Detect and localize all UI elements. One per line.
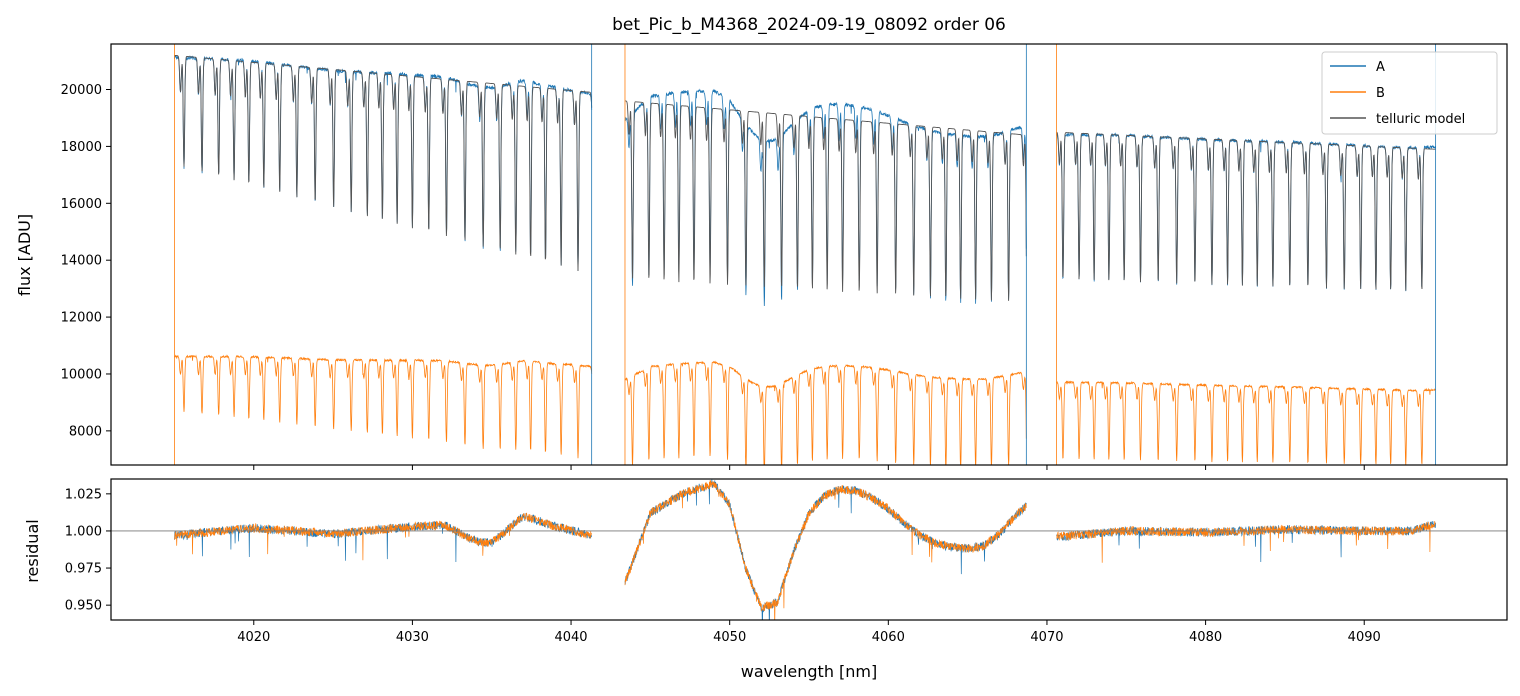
series-model-segment-1 xyxy=(625,100,1027,301)
series-B-segment-2 xyxy=(1056,380,1436,465)
flux-y-tick-label: 8000 xyxy=(69,424,102,439)
residual-y-tick-label: 0.975 xyxy=(65,562,102,577)
chart-title: bet_Pic_b_M4368_2024-09-19_08092 order 0… xyxy=(612,15,1006,35)
residual-axes-frame xyxy=(110,478,1508,621)
x-tick-label: 4030 xyxy=(396,630,429,645)
residual-panel: 0.950 0.975 1.000 1.025 4020 4030 4040 4050 406… xyxy=(23,478,1508,681)
residual-y-tick-label: 0.950 xyxy=(65,599,102,614)
flux-y-tick-label: 14000 xyxy=(61,254,102,269)
residual-y-ticks: 0.950 0.975 1.000 1.025 xyxy=(65,487,111,614)
x-tick-label: 4080 xyxy=(1189,630,1222,645)
residual-A-segment-1 xyxy=(624,479,1027,620)
residual-B-segment-1 xyxy=(624,480,1027,620)
flux-panel: 8000 10000 12000 14000 16000 18000 20000 flux … xyxy=(15,43,1508,470)
legend-label-model: telluric model xyxy=(1376,112,1465,127)
legend-label-B: B xyxy=(1376,86,1385,101)
flux-axes-frame xyxy=(110,43,1508,466)
residual-y-axis-label: residual xyxy=(23,519,42,582)
flux-y-ticks: 8000 10000 12000 14000 16000 18000 20000 xyxy=(61,83,111,439)
flux-plot-area xyxy=(111,44,1507,465)
x-tick-label: 4020 xyxy=(237,630,270,645)
series-model-segment-2 xyxy=(1056,131,1436,291)
legend-label-A: A xyxy=(1376,60,1385,75)
flux-x-ticks xyxy=(253,465,1365,470)
residual-x-ticks: 4020 4030 4040 4050 4060 4070 4080 4090 xyxy=(237,620,1381,645)
series-B-segment-1 xyxy=(624,360,1027,465)
residual-y-tick-label: 1.000 xyxy=(65,524,102,539)
series-B-segment-0 xyxy=(174,354,593,459)
x-tick-label: 4090 xyxy=(1348,630,1381,645)
flux-y-axis-label: flux [ADU] xyxy=(15,214,34,296)
residual-plot-area xyxy=(111,479,1507,620)
flux-y-tick-label: 10000 xyxy=(61,367,102,382)
legend-box xyxy=(1321,51,1498,135)
flux-y-tick-label: 12000 xyxy=(61,311,102,326)
residual-series-group xyxy=(111,479,1507,620)
residual-B-segment-0 xyxy=(174,512,592,561)
x-tick-label: 4070 xyxy=(1030,630,1063,645)
series-model-segment-0 xyxy=(174,54,593,272)
residual-y-tick-label: 1.025 xyxy=(65,487,102,502)
flux-series-group xyxy=(174,44,1437,465)
x-tick-label: 4060 xyxy=(872,630,905,645)
x-axis-label: wavelength [nm] xyxy=(741,662,878,681)
flux-y-tick-label: 18000 xyxy=(61,140,102,155)
flux-y-tick-label: 16000 xyxy=(61,197,102,212)
x-tick-label: 4050 xyxy=(713,630,746,645)
legend: A B telluric model xyxy=(1321,51,1498,135)
x-tick-label: 4040 xyxy=(554,630,587,645)
flux-y-tick-label: 20000 xyxy=(61,83,102,98)
